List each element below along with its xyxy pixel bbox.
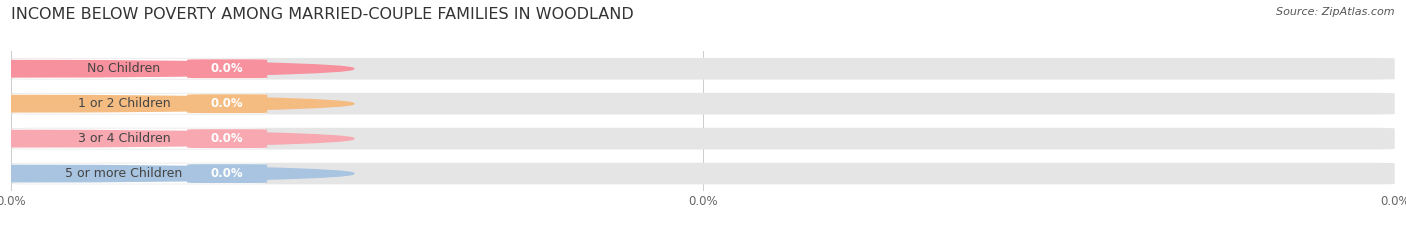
Text: 0.0%: 0.0%	[211, 132, 243, 145]
Circle shape	[0, 61, 354, 77]
FancyBboxPatch shape	[13, 129, 266, 149]
Text: Source: ZipAtlas.com: Source: ZipAtlas.com	[1277, 7, 1395, 17]
FancyBboxPatch shape	[13, 93, 266, 114]
FancyBboxPatch shape	[187, 94, 267, 113]
FancyBboxPatch shape	[11, 163, 1395, 185]
Circle shape	[0, 130, 354, 147]
Text: 0.0%: 0.0%	[211, 62, 243, 75]
Circle shape	[0, 165, 354, 182]
FancyBboxPatch shape	[11, 58, 1395, 80]
FancyBboxPatch shape	[187, 59, 267, 78]
Text: 0.0%: 0.0%	[211, 167, 243, 180]
Text: 0.0%: 0.0%	[211, 97, 243, 110]
FancyBboxPatch shape	[13, 59, 266, 79]
Text: 5 or more Children: 5 or more Children	[65, 167, 183, 180]
FancyBboxPatch shape	[187, 129, 267, 148]
FancyBboxPatch shape	[187, 164, 267, 183]
FancyBboxPatch shape	[11, 128, 1395, 150]
Text: INCOME BELOW POVERTY AMONG MARRIED-COUPLE FAMILIES IN WOODLAND: INCOME BELOW POVERTY AMONG MARRIED-COUPL…	[11, 7, 634, 22]
Text: 3 or 4 Children: 3 or 4 Children	[77, 132, 170, 145]
FancyBboxPatch shape	[13, 164, 266, 184]
Text: No Children: No Children	[87, 62, 160, 75]
Circle shape	[0, 96, 354, 112]
Text: 1 or 2 Children: 1 or 2 Children	[77, 97, 170, 110]
FancyBboxPatch shape	[11, 93, 1395, 115]
